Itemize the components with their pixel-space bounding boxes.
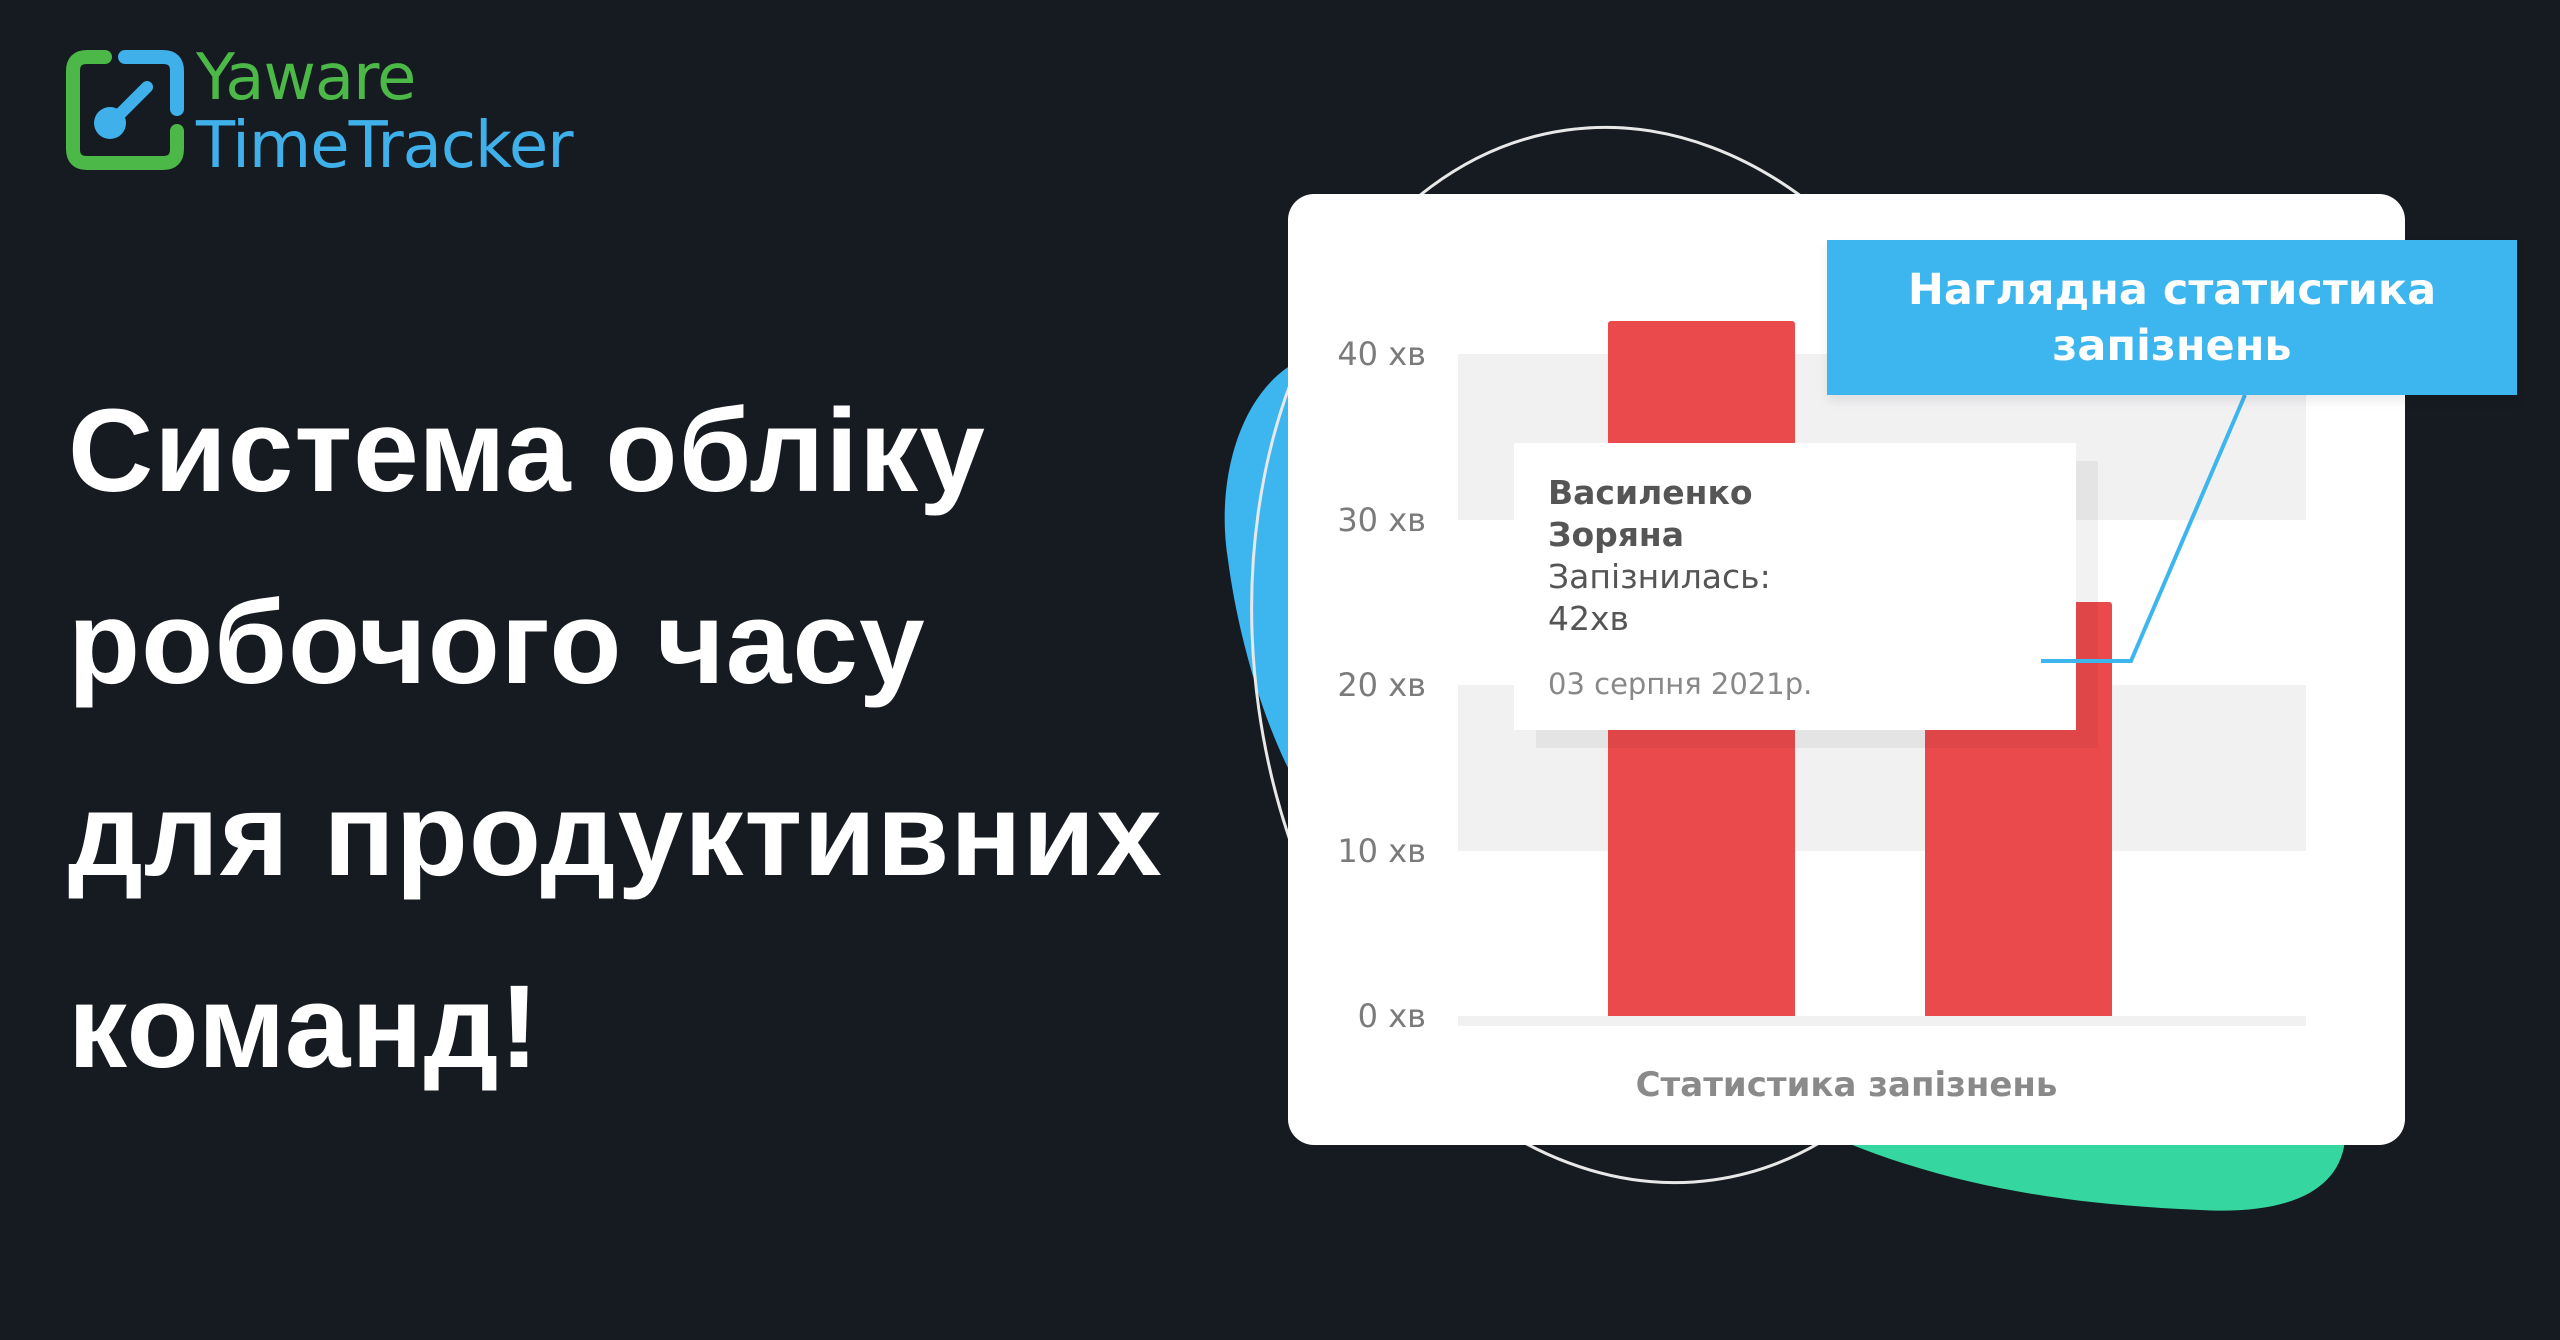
y-tick-label: 10 хв [1337,831,1426,870]
green-blob [1840,1140,2345,1211]
logo-line2: TimeTracker [196,109,573,183]
y-tick-label: 30 хв [1337,500,1426,539]
tooltip-value: 42хв [1548,599,1629,638]
tooltip-label: Запізнилась: [1548,557,1771,596]
headline-line: робочого часу [68,577,926,709]
tooltip-name: Василенко [1548,473,1753,512]
logo-line1: Yaware [196,41,416,115]
chart-tooltip: Василенко Зоряна Запізнилась: 42хв 03 се… [1514,443,2076,730]
chart-title: Статистика запізнень [1635,1065,2058,1105]
tooltip-name: Зоряна [1548,515,1684,554]
callout-line: запізнень [2052,320,2292,371]
headline-line: Система обліку [68,385,986,517]
callout-badge: Наглядна статистика запізнень [1827,240,2517,395]
headline-line: команд! [68,961,540,1093]
headline: Система обліку робочого часу для продукт… [68,355,1163,1123]
callout-line: Наглядна статистика [1907,264,2437,315]
logo-clock-icon [66,50,184,170]
blue-blob [1224,360,1300,790]
tooltip-date: 03 серпня 2021р. [1548,667,1813,701]
baseline [1458,1016,2306,1026]
headline-line: для продуктивних [68,769,1163,901]
y-tick-label: 0 хв [1357,997,1426,1035]
y-tick-label: 40 хв [1337,335,1426,373]
y-tick-label: 20 хв [1337,666,1426,704]
